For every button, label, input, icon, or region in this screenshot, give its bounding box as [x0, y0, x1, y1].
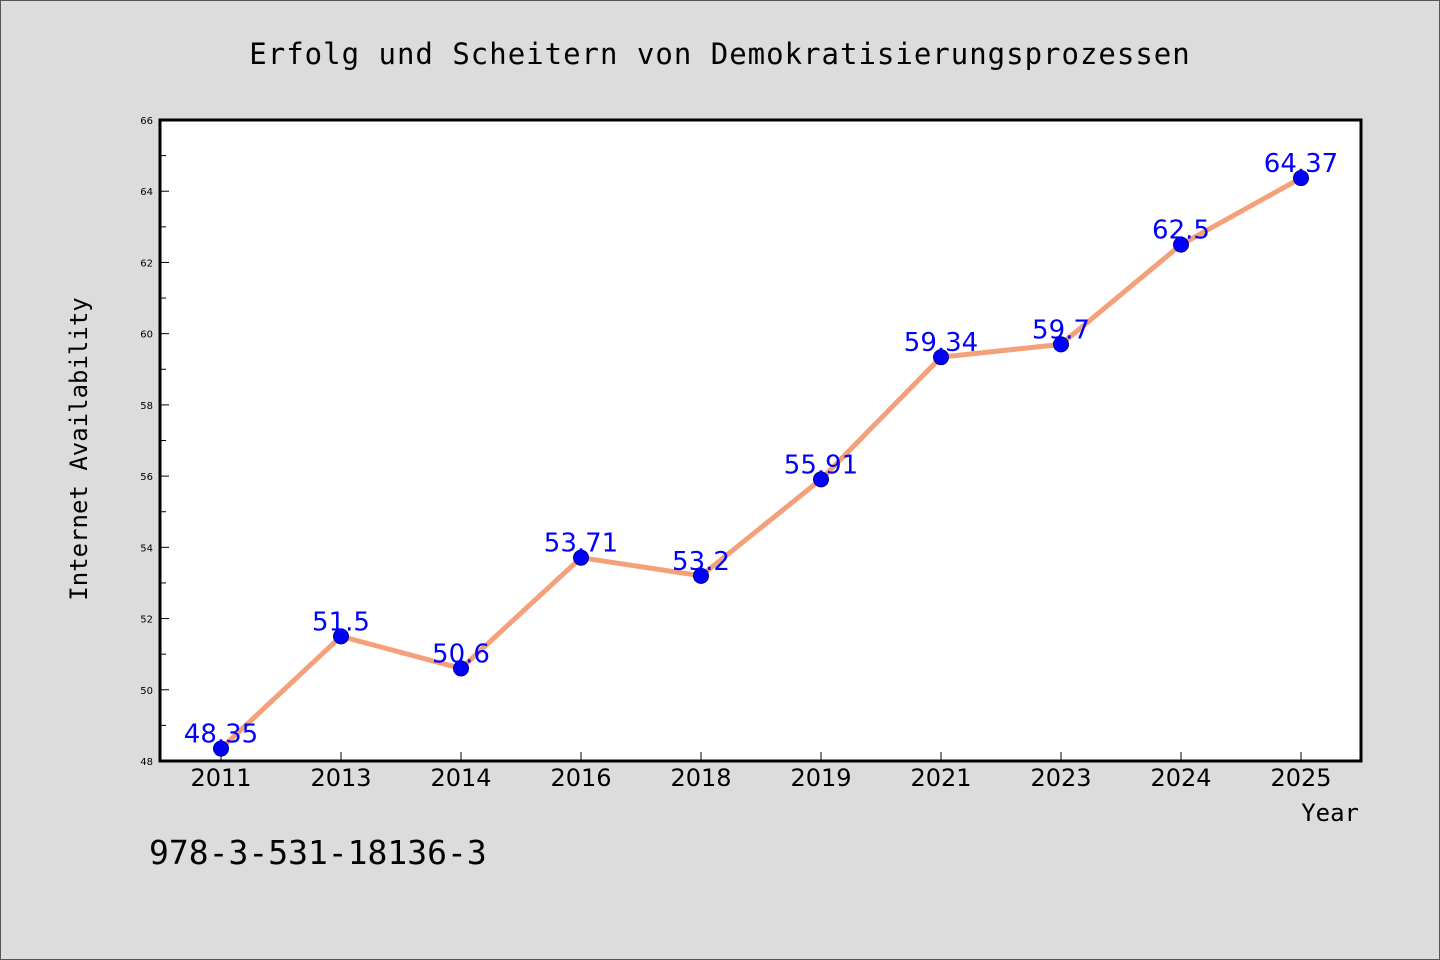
y-tick-label: 48 — [140, 757, 153, 768]
x-tick-label: 2019 — [790, 764, 851, 792]
data-label: 53.71 — [544, 529, 618, 559]
x-tick-label: 2024 — [1150, 764, 1211, 792]
x-tick-label: 2021 — [910, 764, 971, 792]
chart-title: Erfolg und Scheitern von Demokratisierun… — [249, 37, 1190, 71]
data-point — [1173, 236, 1189, 253]
data-point — [573, 549, 589, 566]
data-label: 59.34 — [904, 328, 978, 358]
x-tick-label: 2014 — [430, 764, 491, 792]
data-point — [1053, 336, 1069, 353]
y-axis-label: Internet Availability — [65, 297, 93, 600]
y-tick-label: 58 — [140, 401, 153, 412]
y-tick-label: 54 — [140, 543, 153, 554]
data-label: 64.37 — [1264, 149, 1338, 179]
x-tick-label: 2025 — [1270, 764, 1331, 792]
isbn-text: 978-3-531-18136-3 — [149, 833, 487, 872]
y-tick-label: 60 — [140, 330, 153, 341]
data-label: 59.7 — [1032, 315, 1090, 345]
axis-ticks: 48 50 52 54 56 58 60 62 64 66 2011 2013 2014 2016 2018… — [140, 116, 1331, 792]
x-tick-label: 2011 — [190, 764, 251, 792]
data-label: 51.5 — [312, 607, 370, 637]
data-label: 55.91 — [784, 450, 858, 480]
y-tick-label: 66 — [140, 116, 153, 127]
x-tick-label: 2013 — [310, 764, 371, 792]
data-label: 53.2 — [672, 547, 730, 577]
series-group: 48.35 51.5 50.6 53.71 53.2 55.91 59.34 59.7 62.5… — [184, 149, 1338, 757]
data-label: 62.5 — [1152, 216, 1210, 246]
x-tick-label: 2018 — [670, 764, 731, 792]
y-tick-label: 50 — [140, 686, 153, 697]
x-tick-label: 2016 — [550, 764, 611, 792]
data-point — [333, 628, 349, 645]
y-tick-label: 64 — [140, 187, 153, 198]
x-axis-label: Year — [1301, 799, 1359, 827]
data-point — [933, 349, 949, 366]
x-tick-label: 2023 — [1030, 764, 1091, 792]
data-label: 48.35 — [184, 720, 258, 750]
plot-area — [160, 120, 1361, 761]
data-label: 50.6 — [432, 639, 490, 669]
data-point — [453, 660, 469, 677]
series-line — [218, 175, 1304, 752]
data-point — [1293, 170, 1309, 187]
plot-frame — [158, 118, 1363, 763]
y-tick-label: 56 — [140, 472, 153, 483]
y-tick-label: 62 — [140, 258, 153, 269]
data-point — [813, 471, 829, 488]
data-point — [213, 740, 229, 757]
y-tick-label: 52 — [140, 615, 153, 626]
data-point — [693, 567, 709, 584]
